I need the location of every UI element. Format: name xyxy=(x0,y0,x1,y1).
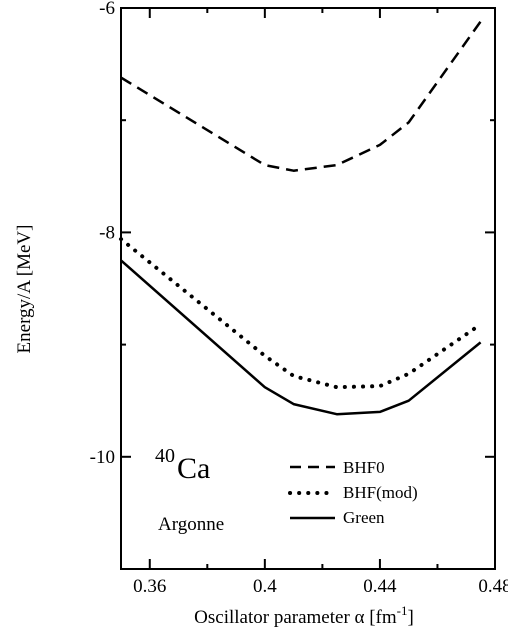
plot-frame xyxy=(120,7,496,570)
x-tick-label: 0.4 xyxy=(253,576,277,597)
x-axis-title-main: Oscillator parameter α [fm xyxy=(194,607,397,628)
x-tick-label: 0.44 xyxy=(363,576,397,597)
series-layer xyxy=(119,20,483,416)
series-line-green xyxy=(120,259,482,416)
y-tick-label: -6 xyxy=(99,0,115,19)
y-axis-title: Energy/A [MeV] xyxy=(14,225,35,354)
x-tick-label: 0.36 xyxy=(133,576,166,597)
axis-ticks: 0.36 0.4 0.44 0.48 -6 -8 -10 xyxy=(90,0,508,597)
y-tick-label: -10 xyxy=(90,447,115,468)
series-line-bhf-mod xyxy=(119,237,483,390)
potential-label: Argonne xyxy=(158,514,224,535)
y-tick-label: -8 xyxy=(99,222,115,243)
x-axis-title-end: ] xyxy=(408,607,414,628)
nucleus-symbol: Ca xyxy=(177,452,210,485)
x-axis-title-superscript: -1 xyxy=(397,603,408,618)
series-line-bhf0 xyxy=(120,20,482,172)
nucleus-mass-number: 40 xyxy=(155,445,175,467)
x-tick-label: 0.48 xyxy=(478,576,508,597)
x-axis-title: Oscillator parameter α [fm-1] xyxy=(194,603,414,628)
legend-label-green: Green xyxy=(343,508,385,527)
legend: BHF0 BHF(mod) Green xyxy=(288,458,418,527)
legend-label-bhf0: BHF0 xyxy=(343,458,385,477)
legend-label-bhf-mod: BHF(mod) xyxy=(343,483,418,502)
